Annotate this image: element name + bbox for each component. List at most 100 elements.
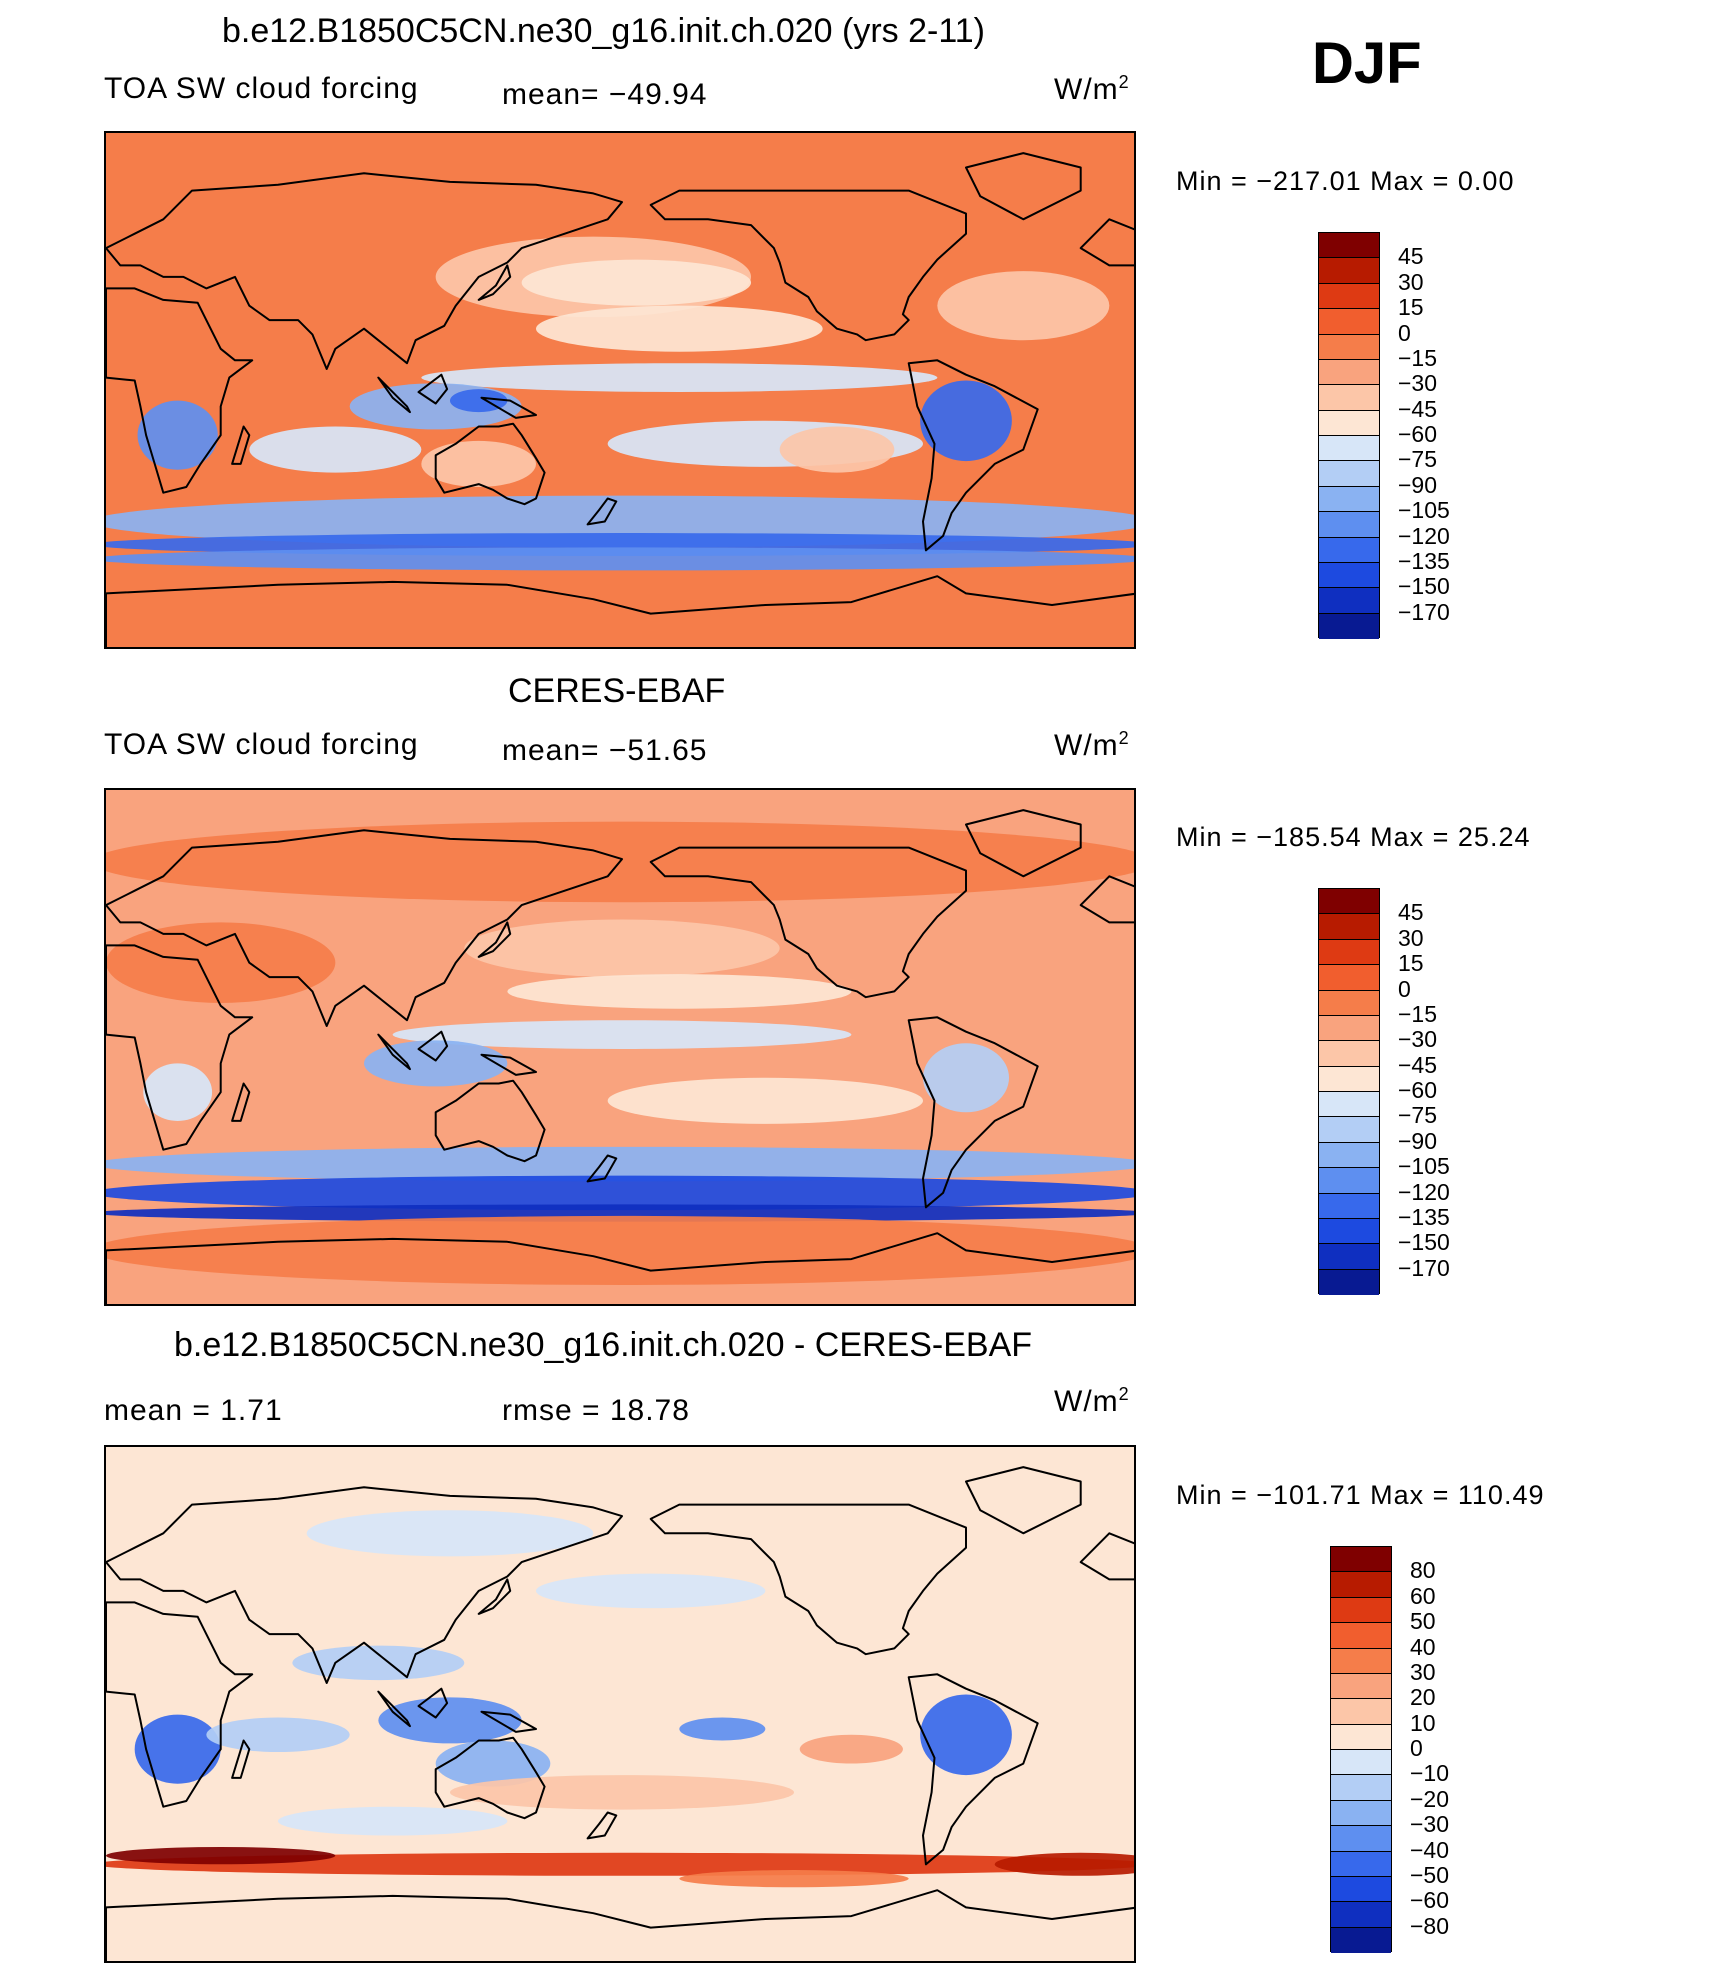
panel-3-title: b.e12.B1850C5CN.ne30_g16.init.ch.020 - C… <box>174 1326 1033 1364</box>
colorbar-label: −90 <box>1398 471 1438 498</box>
coastline <box>1079 1532 1134 1581</box>
coastline <box>480 1053 537 1076</box>
colorbar-label: −170 <box>1398 598 1450 625</box>
coastline <box>907 1016 1039 1209</box>
colorbar-label: 30 <box>1398 924 1424 951</box>
colorbar-label: −20 <box>1410 1785 1450 1812</box>
colorbar-swatch <box>1319 1015 1379 1042</box>
coastline <box>106 1232 1134 1304</box>
colorbar-label: −40 <box>1410 1836 1450 1863</box>
colorbar-swatch <box>1319 436 1379 462</box>
colorbar-swatch <box>1331 1699 1391 1725</box>
colorbar-label: −30 <box>1398 1026 1438 1053</box>
colorbar-swatch <box>1319 914 1379 940</box>
coastline <box>434 1079 546 1163</box>
field-contour <box>450 389 508 413</box>
field-contour <box>937 271 1110 341</box>
coastline <box>106 1889 1134 1961</box>
colorbar-swatch <box>1331 1623 1391 1649</box>
panel-3-map-svg <box>106 1447 1134 1961</box>
field-contour <box>679 1717 766 1741</box>
colorbar-label: −105 <box>1398 497 1450 524</box>
coastline <box>965 809 1082 878</box>
colorbar-swatch <box>1319 1117 1379 1143</box>
colorbar-label: 0 <box>1410 1735 1423 1761</box>
field-contour <box>106 1847 336 1865</box>
colorbar-swatch <box>1331 1724 1391 1750</box>
season-label: DJF <box>1312 31 1422 96</box>
field-contour <box>106 1215 1134 1285</box>
coastline <box>106 287 254 494</box>
coastline <box>477 264 512 301</box>
field-contour <box>137 400 218 470</box>
field-contour <box>536 305 823 352</box>
coastline <box>586 1811 618 1840</box>
coastline <box>477 921 512 958</box>
coastline <box>106 1486 623 1684</box>
units-exponent: 2 <box>1118 728 1130 748</box>
field-contour <box>521 259 751 306</box>
field-contour <box>106 1204 1134 1222</box>
colorbar-swatch <box>1319 1142 1379 1169</box>
coastline <box>417 373 449 405</box>
panel-1-colorbar <box>1318 232 1380 639</box>
coastline <box>907 359 1039 552</box>
field-contour <box>799 1734 903 1764</box>
colorbar-swatch <box>1331 1876 1391 1903</box>
field-contour <box>450 1775 794 1810</box>
panel-3-colorbar <box>1330 1546 1392 1953</box>
colorbar-label: −30 <box>1410 1811 1450 1838</box>
colorbar-label: −45 <box>1398 1051 1438 1078</box>
colorbar-swatch <box>1331 1547 1391 1573</box>
colorbar-label: 50 <box>1410 1608 1436 1635</box>
colorbar-label: −80 <box>1410 1912 1450 1939</box>
colorbar-label: 10 <box>1410 1709 1436 1736</box>
coastline <box>434 1736 546 1820</box>
colorbar-swatch <box>1331 1750 1391 1776</box>
field-contour <box>378 1697 522 1744</box>
colorbar-swatch <box>1319 990 1379 1016</box>
colorbar-label: −75 <box>1398 1102 1438 1129</box>
colorbar-label: −120 <box>1398 522 1450 549</box>
colorbar-label: −60 <box>1398 421 1438 447</box>
field-contour <box>923 1043 1009 1113</box>
colorbar-label: 60 <box>1410 1582 1436 1609</box>
coastline <box>417 1030 449 1062</box>
colorbar-swatch <box>1319 1092 1379 1118</box>
coastline <box>649 846 967 999</box>
coastline <box>480 1710 537 1733</box>
colorbar-swatch <box>1331 1572 1391 1598</box>
colorbar-swatch <box>1319 562 1379 589</box>
panel-2-minmax: Min = −185.54 Max = 25.24 <box>1176 822 1531 852</box>
coastline <box>965 152 1082 221</box>
coastline <box>434 422 546 506</box>
colorbar-swatch <box>1319 939 1379 966</box>
field-contour <box>607 1077 923 1124</box>
colorbar-label: −120 <box>1398 1178 1450 1205</box>
coastline <box>231 1082 251 1122</box>
colorbar-label: 15 <box>1398 950 1424 977</box>
colorbar-label: −15 <box>1398 1000 1438 1027</box>
field-contour <box>507 974 852 1009</box>
field-contour <box>106 1175 1134 1211</box>
units-exponent: 2 <box>1118 72 1130 92</box>
colorbar-label: −135 <box>1398 1203 1450 1230</box>
field-contour <box>679 1870 909 1888</box>
panel-2-colorbar <box>1318 888 1380 1295</box>
colorbar-label: −90 <box>1398 1127 1438 1154</box>
colorbar-swatch <box>1319 486 1379 513</box>
colorbar-swatch <box>1331 1800 1391 1827</box>
field-contour <box>106 922 336 1003</box>
panel-3-rmse-label: rmse = 18.78 <box>502 1394 690 1427</box>
colorbar-label: −50 <box>1410 1861 1450 1888</box>
units-base: W/m <box>1054 73 1119 106</box>
panel-1-minmax: Min = −217.01 Max = 0.00 <box>1176 166 1515 196</box>
panel-1-mean-label: mean= −49.94 <box>502 78 708 111</box>
colorbar-swatch <box>1319 410 1379 436</box>
colorbar-swatch <box>1319 385 1379 411</box>
panel-1-variable-label: TOA SW cloud forcing <box>104 72 419 105</box>
panel-2-map-svg <box>106 790 1134 1304</box>
colorbar-swatch <box>1319 1168 1379 1194</box>
coastline <box>907 1673 1039 1866</box>
colorbar-label: 0 <box>1398 975 1411 1002</box>
